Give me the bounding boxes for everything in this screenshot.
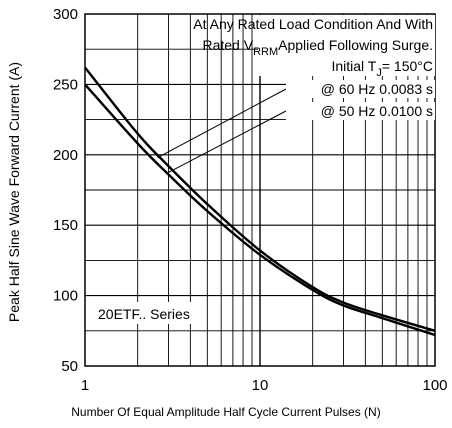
series-label-60hz: @ 60 Hz 0.0083 s [321, 81, 433, 97]
series-label-background-50hz [286, 102, 435, 120]
x-tick-label: 1 [81, 377, 89, 394]
leader-line-50hz [166, 110, 287, 174]
condition-note-line2: Rated VRRMApplied Following Surge. [202, 37, 433, 58]
annotation-box [258, 15, 435, 76]
y-tick-label: 150 [53, 217, 78, 234]
x-axis-title: Number Of Equal Amplitude Half Cycle Cur… [71, 405, 380, 419]
series-line-50hz [84, 83, 436, 337]
condition-note-line1: At Any Rated Load Condition And With [193, 16, 433, 32]
y-tick-label: 100 [53, 288, 78, 305]
series-label-50hz: @ 50 Hz 0.0100 s [321, 103, 433, 119]
y-axis-title: Peak Half Sine Wave Forward Current (A) [6, 62, 22, 322]
label-leader-lines [157, 88, 287, 174]
x-tick-label: 10 [252, 377, 269, 394]
condition-note-line3: Initial TJ= 150°C [331, 58, 433, 79]
y-tick-label: 200 [53, 147, 78, 164]
y-tick-labels: 50 100 150 200 250 300 [53, 6, 78, 375]
y-tick-label: 300 [53, 6, 78, 23]
y-tick-label: 50 [61, 358, 78, 375]
series-name-background [94, 302, 204, 324]
series-curves [84, 66, 436, 337]
plot-frame [84, 13, 436, 367]
series-label-background-60hz [286, 80, 435, 98]
y-tick-label: 250 [53, 76, 78, 93]
x-tick-labels: 1 10 100 [81, 377, 448, 394]
x-tick-label: 100 [422, 377, 447, 394]
device-series-label: 20ETF.. Series [98, 306, 190, 322]
series-line-60hz [84, 66, 436, 332]
leader-line-60hz [157, 88, 287, 159]
